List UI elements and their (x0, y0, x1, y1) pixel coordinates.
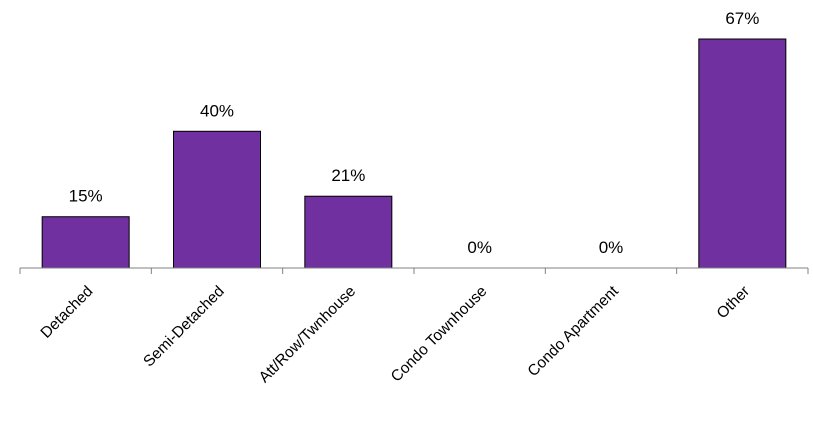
x-tick-label-condo-townhouse: Condo Townhouse (388, 283, 491, 386)
data-label-condo-townhouse: 0% (467, 238, 492, 257)
x-tick-label-att-row-twnhouse: Att/Row/Twnhouse (256, 283, 359, 386)
x-tick-labels-group: Detached Semi-Detached Att/Row/Twnhouse Con… (38, 282, 754, 386)
bar-semi-detached (173, 130, 261, 269)
data-label-condo-apartment: 0% (599, 238, 624, 257)
data-label-other: 67% (725, 9, 759, 28)
bar-att-row-twnhouse (304, 195, 393, 269)
data-label-detached: 15% (69, 187, 103, 206)
x-axis (19, 267, 809, 274)
bar-detached (41, 216, 130, 269)
data-label-att-row-twnhouse: 21% (331, 166, 365, 185)
bar-other (698, 38, 787, 269)
x-tick-label-semi-detached: Semi-Detached (140, 283, 228, 371)
data-labels-group: 15% 40% 21% 0% 0% 67% (69, 9, 760, 257)
x-tick-label-other: Other (714, 283, 753, 322)
x-tick-label-detached: Detached (38, 283, 97, 342)
data-label-semi-detached: 40% (200, 101, 234, 120)
bars-group (41, 38, 787, 269)
x-tick-label-condo-apartment: Condo Apartment (525, 282, 623, 380)
